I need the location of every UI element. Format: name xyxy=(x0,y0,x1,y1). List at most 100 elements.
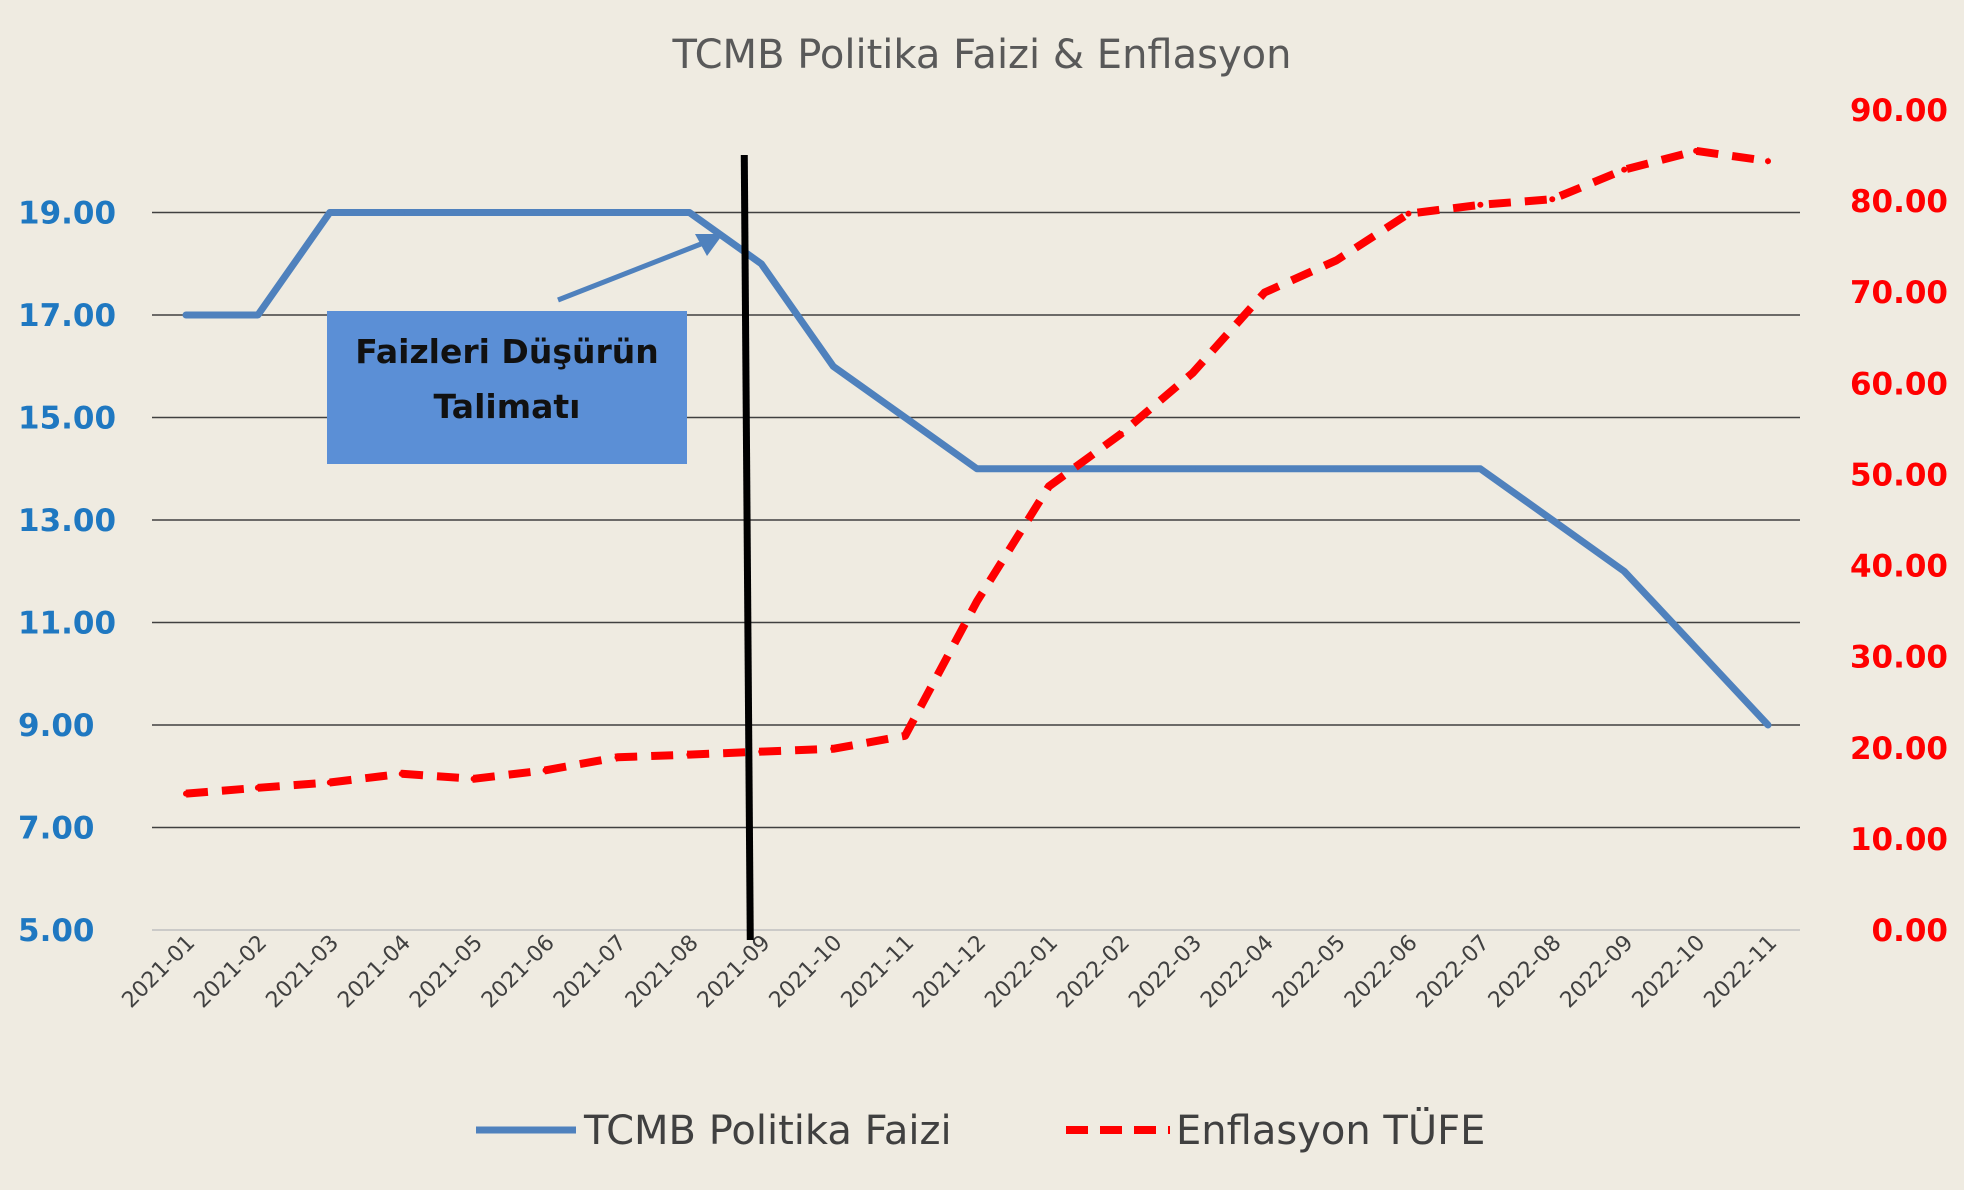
data-point xyxy=(758,748,765,755)
data-point xyxy=(470,775,477,782)
data-point xyxy=(1405,210,1412,217)
data-point xyxy=(1693,147,1700,154)
x-tick-label: 2021-02 xyxy=(189,931,272,1014)
x-tick-label: 2021-12 xyxy=(909,931,992,1014)
y-axis-right: 0.00 10.00 20.00 30.00 40.00 50.00 60.00 70.00 8… xyxy=(1850,93,1948,949)
annotation-arrow-shaft xyxy=(557,239,707,303)
data-point xyxy=(326,209,333,216)
y-left-tick-label: 5.00 xyxy=(18,913,95,949)
y-left-tick-label: 15.00 xyxy=(18,401,116,437)
x-tick-label: 2022-01 xyxy=(980,931,1063,1014)
data-point xyxy=(614,209,621,216)
y-left-tick-label: 19.00 xyxy=(18,196,116,232)
y-right-tick-label: 50.00 xyxy=(1850,457,1948,493)
data-point xyxy=(326,779,333,786)
y-left-tick-label: 7.00 xyxy=(18,811,95,847)
annotation-text-line2: Talimatı xyxy=(434,387,581,426)
data-point xyxy=(183,312,189,318)
marker-layer xyxy=(740,154,754,941)
data-point xyxy=(1189,465,1196,472)
x-tick-label: 2021-03 xyxy=(261,931,344,1014)
data-point xyxy=(470,209,477,216)
data-point xyxy=(830,745,837,752)
x-tick-label: 2022-03 xyxy=(1124,931,1207,1014)
y-right-tick-label: 0.00 xyxy=(1872,913,1949,949)
y-right-tick-label: 70.00 xyxy=(1850,275,1948,311)
y-axis-left: 5.00 7.00 9.00 11.00 13.00 15.00 17.00 19.00 xyxy=(18,196,116,950)
data-point xyxy=(1117,430,1124,437)
data-point xyxy=(1045,465,1052,472)
chart-title: TCMB Politika Faizi & Enflasyon xyxy=(672,32,1292,78)
data-point xyxy=(1621,166,1628,173)
y-left-tick-label: 17.00 xyxy=(18,298,116,334)
data-point xyxy=(183,790,189,797)
y-right-tick-label: 10.00 xyxy=(1850,822,1948,858)
data-point xyxy=(542,209,549,216)
data-point xyxy=(398,209,405,216)
series-layer xyxy=(182,146,1772,798)
y-left-tick-label: 9.00 xyxy=(18,708,95,744)
data-point xyxy=(974,598,980,605)
x-tick-label: 2022-05 xyxy=(1268,931,1351,1014)
data-point xyxy=(398,770,405,777)
y-left-tick-label: 13.00 xyxy=(18,503,116,539)
data-point xyxy=(1045,483,1052,490)
data-point xyxy=(1693,645,1700,652)
data-point xyxy=(686,751,693,758)
data-point xyxy=(902,732,909,739)
data-point xyxy=(1621,568,1628,575)
x-tick-label: 2022-07 xyxy=(1412,931,1495,1014)
annotation-box xyxy=(327,311,687,464)
data-point xyxy=(686,209,693,216)
data-point xyxy=(1765,158,1771,165)
annotation-arrow-head xyxy=(695,234,723,256)
legend-label-faiz: TCMB Politika Faizi xyxy=(583,1108,952,1154)
x-tick-label: 2022-02 xyxy=(1052,931,1135,1014)
data-point xyxy=(614,754,621,761)
data-point xyxy=(1261,289,1268,296)
y-right-tick-label: 20.00 xyxy=(1850,731,1948,767)
data-point xyxy=(758,260,765,267)
data-point xyxy=(1117,465,1124,472)
x-tick-label: 2021-11 xyxy=(837,931,920,1014)
y-right-tick-label: 30.00 xyxy=(1850,640,1948,676)
data-point xyxy=(1549,196,1556,203)
data-point xyxy=(1333,257,1340,264)
data-point xyxy=(1261,465,1268,472)
data-point xyxy=(1765,722,1771,728)
x-tick-label: 2021-10 xyxy=(765,931,848,1014)
x-tick-label: 2021-01 xyxy=(118,931,201,1014)
x-tick-label: 2022-10 xyxy=(1628,931,1711,1014)
vertical-marker-line xyxy=(740,154,754,941)
data-point xyxy=(1477,201,1484,208)
y-left-tick-label: 11.00 xyxy=(18,606,116,642)
y-right-tick-label: 80.00 xyxy=(1850,184,1948,220)
y-right-tick-label: 40.00 xyxy=(1850,549,1948,585)
x-tick-label: 2021-04 xyxy=(333,931,416,1014)
x-tick-label: 2021-08 xyxy=(621,931,704,1014)
x-tick-label: 2022-04 xyxy=(1196,931,1279,1014)
legend: TCMB Politika Faizi Enflasyon TÜFE xyxy=(476,1106,1485,1154)
x-tick-label: 2021-09 xyxy=(693,931,776,1014)
data-point xyxy=(254,784,261,791)
x-tick-label: 2022-11 xyxy=(1700,931,1783,1014)
data-point xyxy=(1189,369,1196,376)
data-point xyxy=(902,414,909,421)
x-tick-label: 2021-05 xyxy=(405,931,488,1014)
data-point xyxy=(830,363,837,370)
x-tick-label: 2022-08 xyxy=(1484,931,1567,1014)
data-point xyxy=(254,312,261,318)
data-point xyxy=(974,465,980,472)
annotation: Faizleri Düşürün Talimatı xyxy=(327,234,723,464)
data-point xyxy=(1333,465,1340,472)
x-tick-label: 2022-06 xyxy=(1340,931,1423,1014)
x-tick-label: 2021-07 xyxy=(549,931,632,1014)
y-right-tick-label: 90.00 xyxy=(1850,93,1948,129)
y-right-tick-label: 60.00 xyxy=(1850,366,1948,402)
x-tick-label: 2021-06 xyxy=(477,931,560,1014)
data-point xyxy=(542,767,549,774)
legend-label-tufe: Enflasyon TÜFE xyxy=(1176,1106,1485,1154)
data-point xyxy=(1405,465,1412,472)
